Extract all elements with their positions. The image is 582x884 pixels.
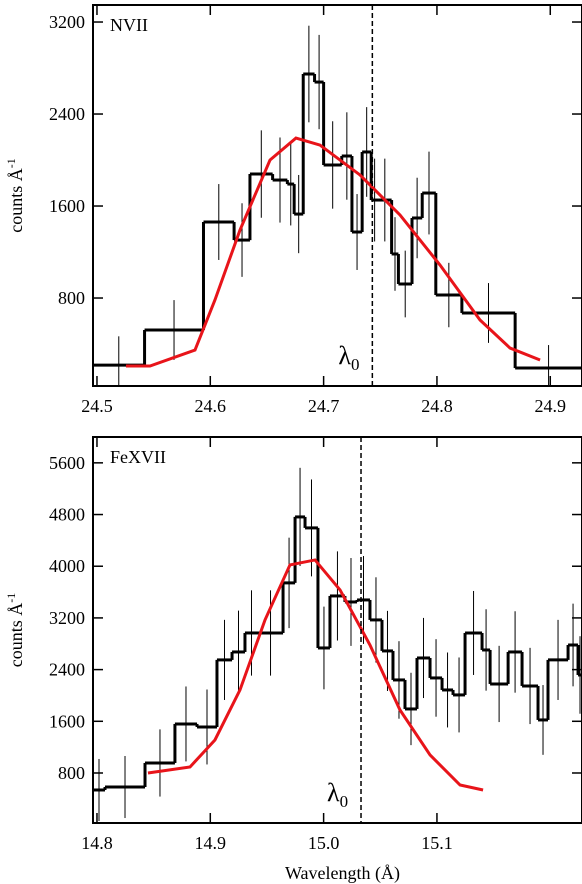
y-label-sup: -1 <box>4 593 18 603</box>
model-curve <box>147 558 484 792</box>
y-tick-label: 4000 <box>49 556 85 576</box>
panel: 14.8 14.9 15.0 15.1 800 1600 2400 3200 4000 4800 5… <box>4 436 582 884</box>
reference-label: λ0 <box>338 341 359 374</box>
y-tick-label: 3200 <box>49 608 85 628</box>
x-tick-label: 24.6 <box>195 396 227 416</box>
panel-label: NVII <box>110 15 148 35</box>
y-tick-label: 2400 <box>49 660 85 680</box>
y-tick-label: 5600 <box>49 453 85 473</box>
plot-frame <box>92 4 582 387</box>
y-label-text: counts Å <box>6 603 26 668</box>
y-axis-label: counts Å-1 <box>4 593 26 668</box>
lambda-sub: 0 <box>340 792 349 811</box>
x-tick-label: 24.8 <box>421 396 453 416</box>
plot-frame <box>92 436 582 824</box>
y-tick-label: 800 <box>58 763 85 783</box>
x-tick-label: 15.1 <box>421 833 453 853</box>
x-axis-label: Wavelength (Å) <box>285 863 400 884</box>
x-tick-label: 24.5 <box>81 396 113 416</box>
model-curve <box>125 136 541 368</box>
x-tick-label: 24.7 <box>308 396 340 416</box>
panel-label: FeXVII <box>110 447 166 467</box>
x-tick-label: 24.9 <box>535 396 567 416</box>
lambda: λ <box>327 778 340 807</box>
plot <box>93 25 582 386</box>
x-tick-label: 14.8 <box>81 833 113 853</box>
panel: 24.5 24.6 24.7 24.8 24.9 800 1600 2400 3200 λ0 NVI… <box>4 4 582 416</box>
plot <box>93 467 582 821</box>
y-tick-label: 2400 <box>49 104 85 124</box>
lambda: λ <box>338 341 351 370</box>
reference-label: λ0 <box>327 778 348 811</box>
y-tick-label: 1600 <box>49 711 85 731</box>
x-tick-label: 15.0 <box>308 833 340 853</box>
y-label-sup: -1 <box>4 158 18 168</box>
y-tick-label: 3200 <box>49 12 85 32</box>
y-axis-label: counts Å-1 <box>4 158 26 233</box>
lambda-sub: 0 <box>351 355 360 374</box>
y-tick-label: 800 <box>58 288 85 308</box>
y-tick-label: 4800 <box>49 505 85 525</box>
x-tick-label: 14.9 <box>195 833 227 853</box>
y-label-text: counts Å <box>6 168 26 233</box>
y-tick-label: 1600 <box>49 196 85 216</box>
